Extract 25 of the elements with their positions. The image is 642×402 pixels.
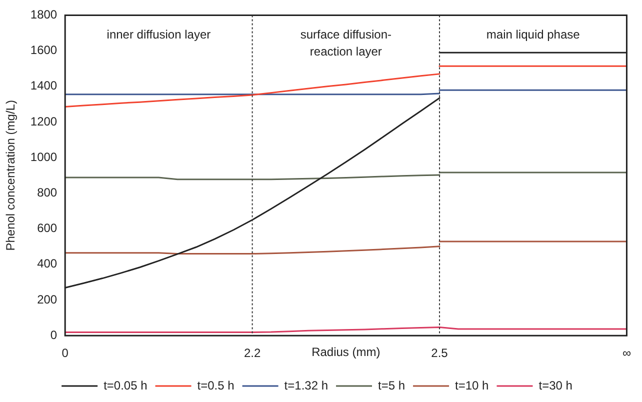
y-tick-label: 400 bbox=[37, 256, 58, 271]
annotation: inner diffusion layer bbox=[106, 28, 211, 42]
y-tick-label: 0 bbox=[50, 328, 58, 342]
y-axis-title: Phenol concentration (mg/L) bbox=[4, 100, 18, 251]
y-tick-label: 1000 bbox=[30, 150, 58, 164]
x-tick-label: 2.5 bbox=[431, 346, 448, 360]
y-tick-label: 200 bbox=[37, 292, 58, 306]
legend-label: t=10 h bbox=[455, 378, 489, 392]
y-tick-label: 1600 bbox=[30, 43, 58, 58]
y-tick-label: 1400 bbox=[30, 78, 58, 93]
annotation: main liquid phase bbox=[486, 28, 580, 42]
y-tick-label: 1800 bbox=[30, 8, 58, 22]
legend-label: t=1.32 h bbox=[284, 378, 328, 392]
legend-label: t=5 h bbox=[378, 378, 406, 392]
y-tick-label: 1200 bbox=[30, 114, 58, 128]
x-tick-label: 2.2 bbox=[244, 346, 261, 360]
legend-label: t=30 h bbox=[538, 378, 572, 392]
x-axis-title: Radius (mm) bbox=[312, 344, 380, 359]
y-tick-label: 600 bbox=[37, 221, 58, 236]
legend-label: t=0.05 h bbox=[104, 378, 148, 392]
x-tick-label: ∞ bbox=[622, 346, 632, 360]
x-tick-label: 0 bbox=[62, 346, 69, 360]
legend-label: t=0.5 h bbox=[197, 378, 234, 392]
annotation: surface diffusion-reaction layer bbox=[300, 28, 392, 59]
y-tick-label: 800 bbox=[37, 186, 58, 200]
